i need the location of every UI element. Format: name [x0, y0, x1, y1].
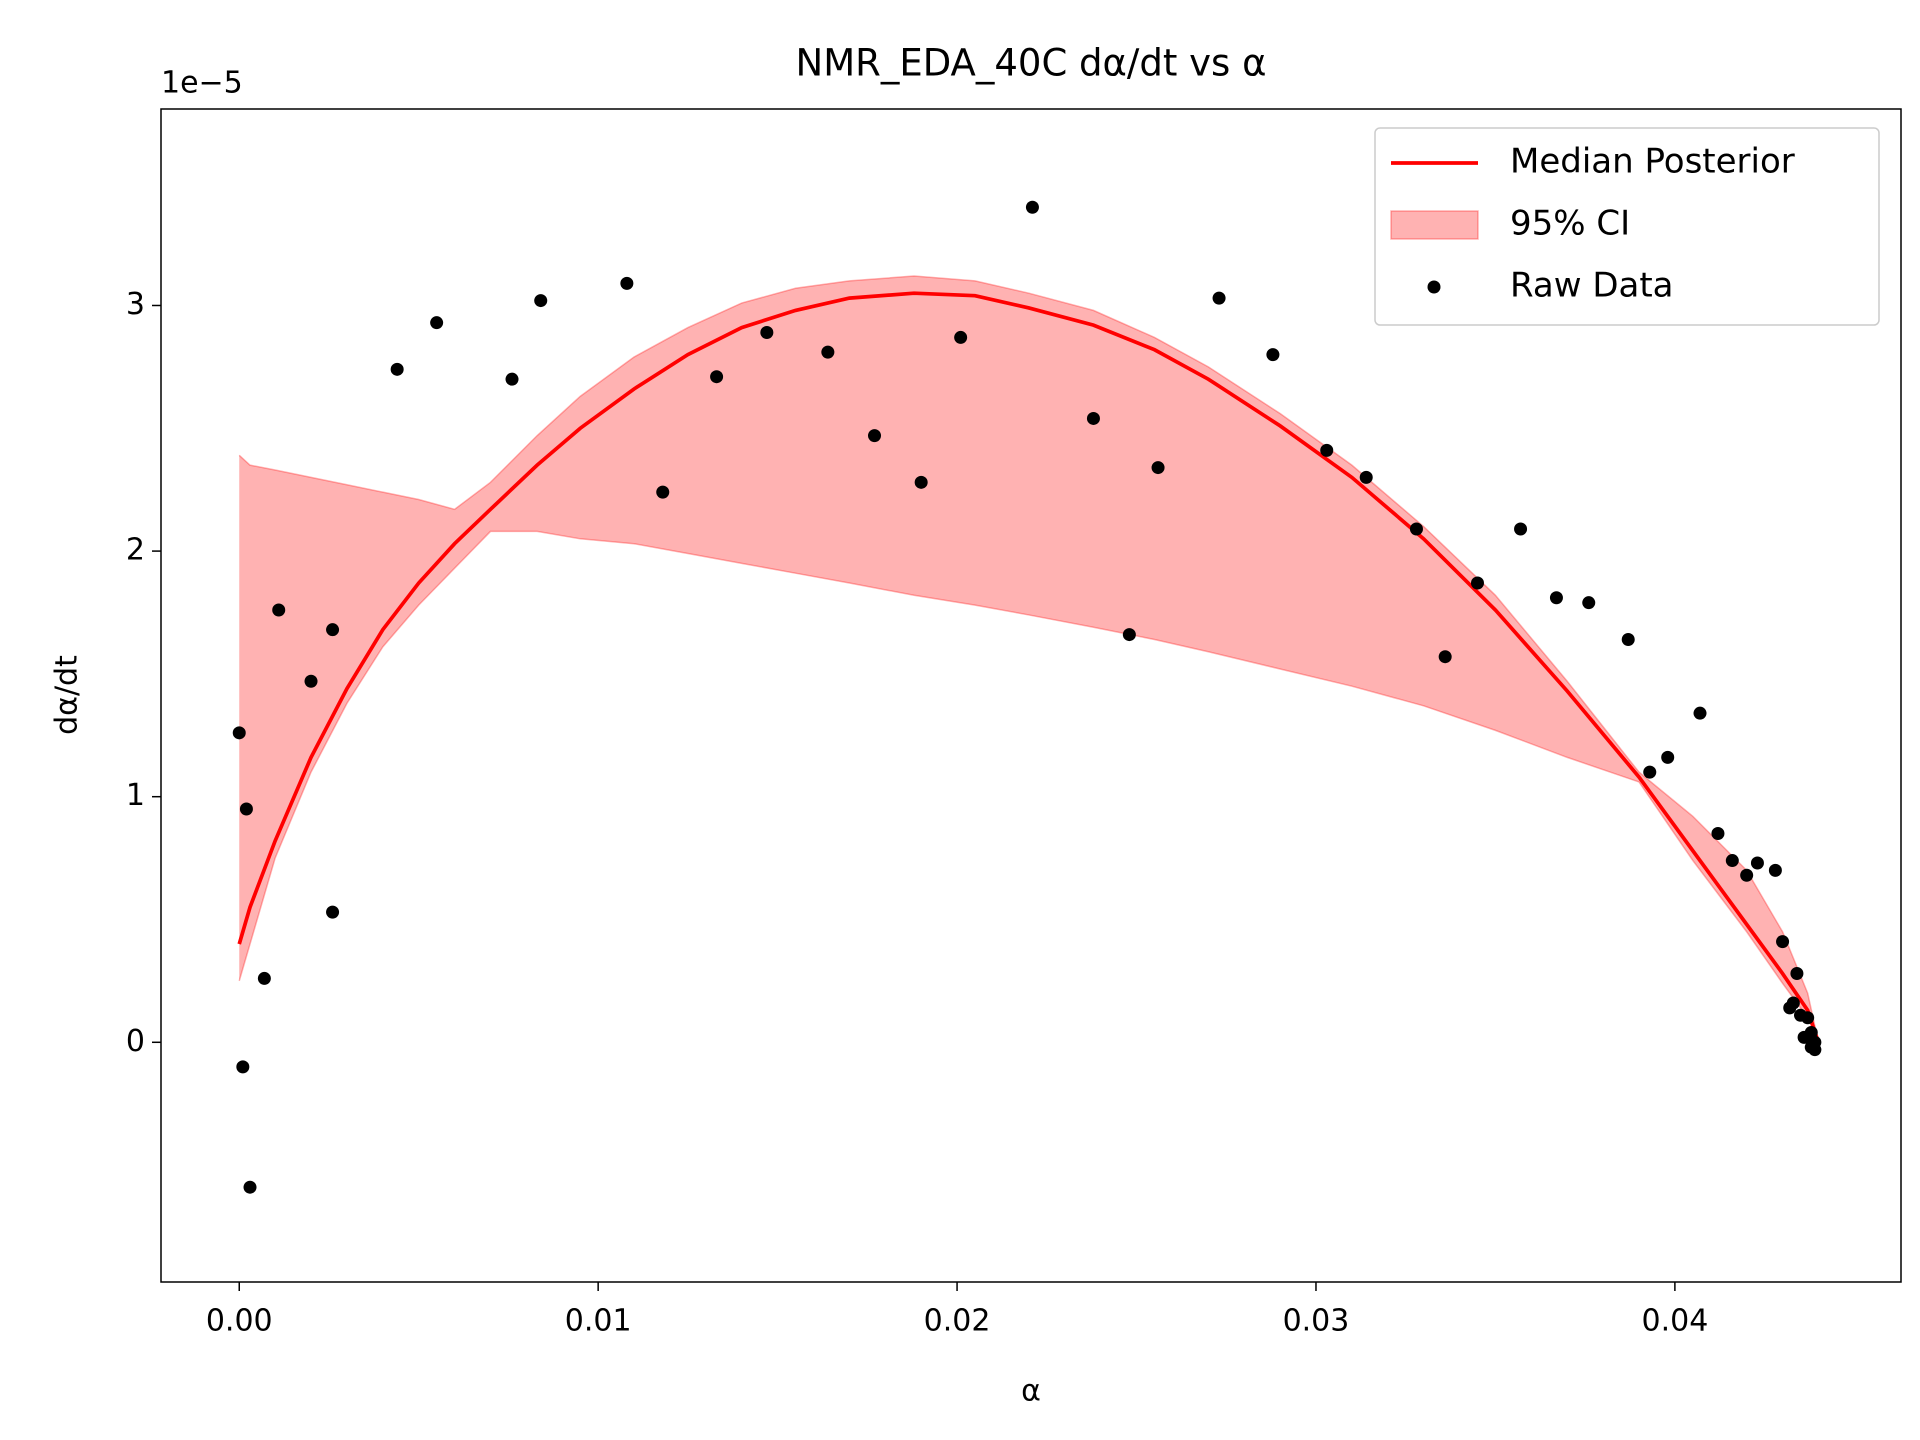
- data-point: [326, 623, 340, 637]
- data-point: [1470, 576, 1484, 590]
- data-point: [257, 971, 271, 985]
- legend-box: [1374, 127, 1880, 326]
- data-point: [1661, 750, 1675, 764]
- legend-patch: [1390, 210, 1479, 240]
- ci-edge: [238, 530, 1820, 1043]
- axes-frame: [160, 108, 1902, 1283]
- data-point: [1711, 827, 1725, 841]
- legend-label: Median Posterior: [1510, 142, 1795, 182]
- data-point: [1740, 868, 1754, 882]
- data-point: [1776, 935, 1790, 949]
- data-point: [1320, 443, 1334, 457]
- data-point: [1549, 591, 1563, 605]
- data-point: [304, 674, 318, 688]
- data-point: [1801, 1011, 1815, 1025]
- data-point: [1621, 633, 1635, 647]
- data-point: [1212, 291, 1226, 305]
- legend-label: Raw Data: [1510, 266, 1674, 306]
- data-point: [1151, 461, 1165, 475]
- chart-title: NMR_EDA_40C dα/dt vs α: [796, 42, 1267, 85]
- data-point: [430, 316, 444, 330]
- data-point: [1808, 1043, 1822, 1057]
- data-point: [760, 325, 774, 339]
- data-point: [954, 330, 968, 344]
- x-tick-label: 0.04: [1641, 1304, 1708, 1339]
- data-point: [1725, 854, 1739, 868]
- data-point: [1409, 522, 1423, 536]
- data-point: [656, 485, 670, 499]
- data-point: [1359, 470, 1373, 484]
- data-point: [534, 294, 548, 308]
- ci-edge: [238, 275, 1820, 1043]
- data-point: [1786, 996, 1800, 1010]
- x-tick-label: 0.02: [924, 1304, 991, 1339]
- data-point: [236, 1060, 250, 1074]
- data-point: [1693, 706, 1707, 720]
- y-tick-label: 1: [126, 778, 145, 813]
- data-point: [1266, 348, 1280, 362]
- data-point: [326, 905, 340, 919]
- y-axis-label: dα/dt: [50, 655, 85, 735]
- data-point: [1025, 200, 1039, 214]
- data-point: [1514, 522, 1528, 536]
- plot-area: 0.00 0.01 0.02 0.03 0.04 0 1 2 3 Median Posterior…: [126, 108, 1902, 1339]
- data-point: [710, 370, 724, 384]
- legend-marker: [1427, 280, 1441, 294]
- median-line: [237, 291, 1821, 1043]
- data-point: [505, 372, 519, 386]
- data-point: [868, 429, 882, 443]
- data-point: [239, 802, 253, 816]
- data-point: [1804, 1025, 1818, 1039]
- y-tick-label: 3: [126, 287, 145, 322]
- data-point: [914, 475, 928, 489]
- x-axis-label: α: [1021, 1374, 1041, 1409]
- y-offset-label: 1e−5: [161, 66, 243, 101]
- data-point: [620, 276, 634, 290]
- x-tick-label: 0.01: [565, 1304, 632, 1339]
- legend-label: 95% CI: [1510, 204, 1630, 244]
- data-point: [1790, 967, 1804, 981]
- legend: Median Posterior 95% CI Raw Data: [1374, 127, 1880, 326]
- data-point: [1768, 863, 1782, 877]
- data-point: [821, 345, 835, 359]
- data-point: [1122, 628, 1136, 642]
- data-point: [1643, 765, 1657, 779]
- data-point: [1438, 650, 1452, 664]
- data-point: [232, 726, 246, 740]
- data-point: [1582, 596, 1596, 610]
- data-point: [1086, 411, 1100, 425]
- data-point: [272, 603, 286, 617]
- data-point: [243, 1180, 257, 1194]
- ci-band: [239, 276, 1819, 1043]
- data-point: [390, 362, 404, 376]
- data-point: [1750, 856, 1764, 870]
- x-tick-label: 0.03: [1283, 1304, 1350, 1339]
- x-tick-label: 0.00: [206, 1304, 273, 1339]
- y-tick-label: 2: [126, 533, 145, 568]
- y-tick-label: 0: [126, 1024, 145, 1059]
